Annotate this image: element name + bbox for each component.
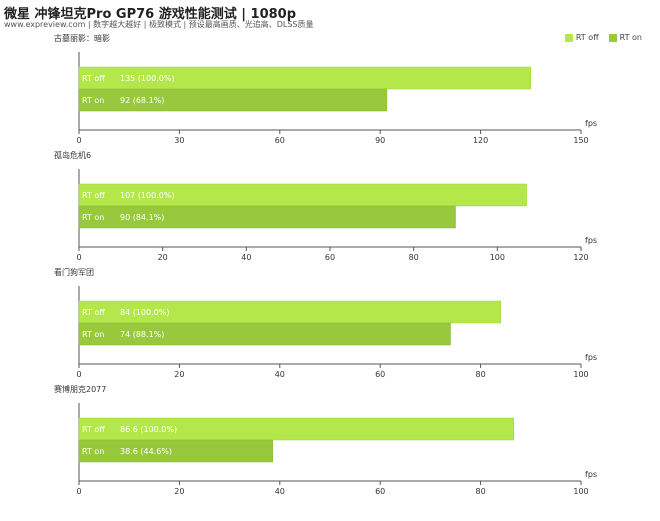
chart-4-bar-category-rt-off: RT off: [82, 425, 105, 434]
chart-4-bar-rt-off: [78, 417, 514, 441]
chart-2-tick-label: 0: [76, 253, 81, 262]
chart-2-tick-label: 40: [241, 253, 251, 262]
chart-4-title: 赛博朋克2077: [54, 384, 106, 394]
chart-3-bar-category-rt-on: RT on: [82, 330, 104, 339]
legend-swatch-rt-off: [564, 33, 573, 42]
legend-swatch-rt-on: [608, 33, 617, 42]
chart-3-tick-label: 40: [275, 370, 285, 379]
chart-2-unit-label: fps: [585, 236, 597, 245]
chart-1-bar-category-rt-off: RT off: [82, 74, 105, 83]
chart-4-tick-label: 20: [174, 487, 184, 496]
chart-2-title: 孤岛危机6: [54, 150, 91, 160]
legend-item-rt-on: RT on: [608, 33, 642, 42]
chart-1-tick-label: 150: [573, 136, 588, 145]
chart-2-tick-label: 20: [158, 253, 168, 262]
chart-1-tick-label: 60: [275, 136, 285, 145]
chart-2-bar-rt-on: [78, 205, 456, 229]
chart-3-data-label-rt-on: 74 (88.1%): [120, 330, 164, 339]
chart-4-tick-label: 100: [573, 487, 588, 496]
chart-1-data-label-rt-on: 92 (68.1%): [120, 96, 164, 105]
chart-1-tick-label: 90: [375, 136, 385, 145]
page-title: 微星 冲锋坦克Pro GP76 游戏性能测试 | 1080p: [4, 7, 297, 22]
chart-legend: RT off RT on: [564, 33, 642, 42]
chart-4-unit-label: fps: [585, 470, 597, 479]
chart-3-data-label-rt-off: 84 (100.0%): [120, 308, 169, 317]
chart-1-unit-label: fps: [585, 119, 597, 128]
chart-3-tick-label: 0: [76, 370, 81, 379]
chart-4-tick-label: 80: [476, 487, 486, 496]
chart-3-title: 看门狗军团: [54, 267, 94, 277]
chart-1-bar-category-rt-on: RT on: [82, 96, 104, 105]
chart-2-tick-label: 120: [573, 253, 588, 262]
chart-4-bar-rt-on: [78, 439, 274, 463]
chart-4-data-label-rt-on: 38.6 (44.6%): [120, 447, 172, 456]
chart-2-tick-label: 60: [325, 253, 335, 262]
chart-3-tick-label: 60: [375, 370, 385, 379]
legend-label-rt-on: RT on: [619, 33, 642, 42]
chart-1-tick-label: 30: [174, 136, 184, 145]
chart-2-bar-category-rt-on: RT on: [82, 213, 104, 222]
page-subtitle: www.expreview.com | 数字越大越好 | 极致模式 | 预设最高…: [4, 20, 314, 29]
legend-item-rt-off: RT off: [564, 33, 599, 42]
chart-3-tick-label: 100: [573, 370, 588, 379]
chart-2-data-label-rt-off: 107 (100.0%): [120, 191, 175, 200]
chart-1-tick-label: 0: [76, 136, 81, 145]
chart-2-tick-label: 80: [409, 253, 419, 262]
chart-4-tick-label: 60: [375, 487, 385, 496]
chart-4-tick-label: 0: [76, 487, 81, 496]
chart-4-bar-category-rt-on: RT on: [82, 447, 104, 456]
chart-1-tick-label: 120: [473, 136, 488, 145]
chart-1-title: 古墓丽影：暗影: [54, 33, 110, 43]
chart-3-unit-label: fps: [585, 353, 597, 362]
chart-2-bar-category-rt-off: RT off: [82, 191, 105, 200]
chart-3-tick-label: 20: [174, 370, 184, 379]
chart-4-data-label-rt-off: 86.6 (100.0%): [120, 425, 177, 434]
chart-3-tick-label: 80: [476, 370, 486, 379]
legend-label-rt-off: RT off: [575, 33, 599, 42]
chart-3-bar-category-rt-off: RT off: [82, 308, 105, 317]
chart-2-tick-label: 100: [490, 253, 505, 262]
chart-1-data-label-rt-off: 135 (100.0%): [120, 74, 175, 83]
chart-1-bar-rt-on: [78, 88, 388, 112]
chart-2-data-label-rt-on: 90 (84.1%): [120, 213, 164, 222]
chart-4-tick-label: 40: [275, 487, 285, 496]
chart-3-bar-rt-on: [78, 322, 451, 346]
